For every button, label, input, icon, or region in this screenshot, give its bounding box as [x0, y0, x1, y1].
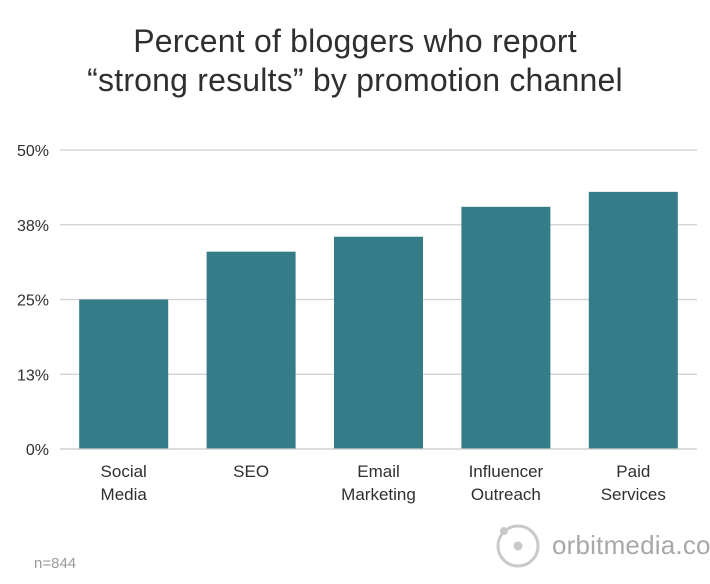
x-tick-label: Paid Services	[601, 462, 666, 504]
x-tick-label: SEO	[233, 462, 269, 481]
chart-title: Percent of bloggers who report “strong r…	[0, 22, 710, 100]
x-tick-label: Email Marketing	[341, 462, 416, 504]
bar	[334, 236, 423, 449]
bar	[461, 206, 551, 449]
y-tick-label: 25%	[17, 293, 49, 310]
chart-title-line-1: Percent of bloggers who report	[133, 23, 577, 59]
chart-title-line-2: “strong results” by promotion channel	[87, 62, 623, 98]
x-tick-label: Social Media	[101, 462, 148, 504]
y-tick-label: 0%	[26, 442, 49, 459]
y-tick-label: 50%	[17, 143, 49, 160]
bar	[79, 299, 169, 449]
x-tick-label: Influencer Outreach	[469, 462, 544, 504]
bar	[588, 191, 678, 450]
sample-size-note: n=844	[34, 555, 77, 572]
orbit-icon	[496, 524, 540, 568]
logo-text: orbitmedia.com	[552, 530, 710, 560]
y-tick-label: 13%	[17, 367, 49, 384]
bar	[206, 251, 296, 449]
y-tick-label: 38%	[17, 218, 49, 235]
orbitmedia-logo: orbitmedia.com	[492, 518, 710, 574]
